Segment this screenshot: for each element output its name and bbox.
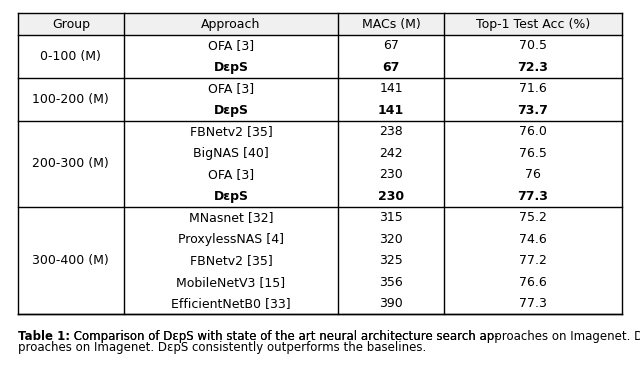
Text: 325: 325 (379, 254, 403, 267)
Text: 315: 315 (379, 211, 403, 224)
Bar (18, 13, 622, 35)
Text: DεpS: DεpS (213, 104, 248, 117)
Text: 0-100 (M): 0-100 (M) (40, 50, 101, 63)
Text: 67: 67 (382, 61, 399, 74)
Text: Comparison of DεpS with state of the art neural architecture search ap-: Comparison of DεpS with state of the art… (70, 330, 499, 343)
Text: EfficientNetB0 [33]: EfficientNetB0 [33] (171, 297, 291, 310)
Text: BigNAS [40]: BigNAS [40] (193, 147, 269, 160)
Text: 390: 390 (379, 297, 403, 310)
Text: 141: 141 (378, 104, 404, 117)
Text: Top-1 Test Acc (%): Top-1 Test Acc (%) (476, 18, 590, 30)
Text: OFA [3]: OFA [3] (208, 82, 254, 95)
Text: 70.5: 70.5 (519, 39, 547, 52)
Text: 77.3: 77.3 (519, 297, 547, 310)
Text: 300-400 (M): 300-400 (M) (33, 254, 109, 267)
Text: 230: 230 (378, 190, 404, 203)
Text: Group: Group (52, 18, 90, 30)
Text: Table 1:: Table 1: (18, 330, 70, 343)
Text: 238: 238 (379, 125, 403, 138)
Text: 320: 320 (379, 232, 403, 246)
Text: 73.7: 73.7 (518, 104, 548, 117)
Text: ProxylessNAS [4]: ProxylessNAS [4] (178, 232, 284, 246)
Text: 200-300 (M): 200-300 (M) (33, 157, 109, 170)
Text: MobileNetV3 [15]: MobileNetV3 [15] (177, 275, 285, 288)
Text: MACs (M): MACs (M) (362, 18, 420, 30)
Text: 77.2: 77.2 (519, 254, 547, 267)
Text: 67: 67 (383, 39, 399, 52)
Text: 76.0: 76.0 (519, 125, 547, 138)
Text: proaches on Imagenet. DεpS consistently outperforms the baselines.: proaches on Imagenet. DεpS consistently … (18, 341, 426, 354)
Text: 76.6: 76.6 (519, 275, 547, 288)
Text: 72.3: 72.3 (518, 61, 548, 74)
Text: 230: 230 (379, 168, 403, 181)
Text: 356: 356 (379, 275, 403, 288)
Text: 74.6: 74.6 (519, 232, 547, 246)
Text: Comparison of DεpS with state of the art neural architecture search approaches o: Comparison of DεpS with state of the art… (70, 330, 640, 343)
Text: 242: 242 (379, 147, 403, 160)
Text: 75.2: 75.2 (519, 211, 547, 224)
Text: DεpS: DεpS (213, 61, 248, 74)
Text: OFA [3]: OFA [3] (208, 39, 254, 52)
Text: FBNetv2 [35]: FBNetv2 [35] (189, 254, 272, 267)
Text: MNasnet [32]: MNasnet [32] (189, 211, 273, 224)
Text: 76: 76 (525, 168, 541, 181)
Text: 77.3: 77.3 (518, 190, 548, 203)
Text: 141: 141 (379, 82, 403, 95)
Text: 71.6: 71.6 (519, 82, 547, 95)
Text: Approach: Approach (201, 18, 260, 30)
Text: 76.5: 76.5 (519, 147, 547, 160)
Text: OFA [3]: OFA [3] (208, 168, 254, 181)
Text: 100-200 (M): 100-200 (M) (33, 93, 109, 106)
Text: FBNetv2 [35]: FBNetv2 [35] (189, 125, 272, 138)
Text: DεpS: DεpS (213, 190, 248, 203)
Bar (18, 13, 622, 314)
